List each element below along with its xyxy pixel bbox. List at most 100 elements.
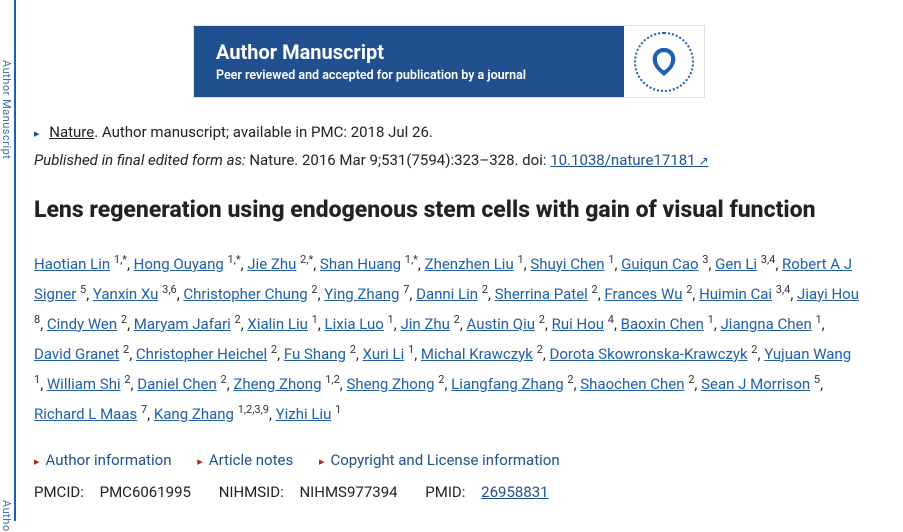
author-affil-sup: 8 (34, 313, 40, 326)
pmid-label: PMID: (425, 483, 465, 501)
author-affil-sup: 3,4 (773, 283, 790, 296)
author-link[interactable]: Richard L Maas (34, 405, 137, 423)
author-affil-sup: 2 (218, 373, 227, 386)
author-affil-sup: 5 (77, 283, 86, 296)
author-affil-sup: 4 (605, 313, 614, 326)
author-link[interactable]: Rui Hou (552, 315, 604, 333)
author-link[interactable]: Christopher Heichel (136, 345, 267, 363)
author-affil-sup: 2 (120, 343, 129, 356)
author-affil-sup: 2 (536, 313, 545, 326)
side-label-bottom: Autho (0, 500, 13, 532)
author-link[interactable]: Liangfang Zhang (451, 375, 564, 393)
author-link[interactable]: Danni Lin (416, 285, 478, 303)
published-citation: Published in final edited form as: Natur… (34, 151, 863, 169)
author-affil-sup: 3,6 (159, 283, 176, 296)
banner-title: Author Manuscript (216, 40, 602, 64)
author-affil-sup: 2 (347, 343, 356, 356)
author-link[interactable]: Hong Ouyang (134, 255, 224, 273)
pub-cite: Nature. 2016 Mar 9;531(7594):323–328. do… (246, 151, 551, 169)
journal-availability-line: ▸ Nature. Author manuscript; available i… (34, 123, 863, 141)
author-link[interactable]: Shuyi Chen (530, 255, 604, 273)
author-affil-sup: 1 (813, 313, 822, 326)
nihmsid-value: NIHMS977394 (299, 483, 397, 501)
author-affil-sup: 2,* (297, 253, 313, 266)
banner-sub: Peer reviewed and accepted for publicati… (216, 68, 602, 83)
journal-link[interactable]: Nature (49, 123, 94, 141)
article-notes-link[interactable]: Article notes (209, 451, 293, 469)
author-link[interactable]: Shan Huang (320, 255, 401, 273)
author-affil-sup: 1 (309, 313, 318, 326)
pmcid-label: PMCID: (34, 483, 84, 501)
triangle-icon: ▸ (34, 455, 40, 468)
author-affil-sup: 1 (705, 313, 714, 326)
author-link[interactable]: Cindy Wen (47, 315, 117, 333)
author-link[interactable]: Sheng Zhong (346, 375, 434, 393)
author-link[interactable]: Gen Li (715, 255, 757, 273)
author-information-link[interactable]: Author information (46, 451, 172, 469)
author-link[interactable]: Fu Shang (284, 345, 346, 363)
article-title: Lens regeneration using endogenous stem … (34, 195, 863, 225)
author-affil-sup: 1 (385, 313, 394, 326)
author-link[interactable]: Jie Zhu (247, 255, 296, 273)
author-link[interactable]: Zhenzhen Liu (425, 255, 514, 273)
side-rule (14, 0, 16, 521)
identifiers: PMCID: PMC6061995 NIHMSID: NIHMS977394 P… (34, 483, 863, 501)
author-link[interactable]: Huimin Cai (699, 285, 772, 303)
triangle-icon: ▸ (34, 127, 40, 140)
author-link[interactable]: Zheng Zhong (233, 375, 321, 393)
author-link[interactable]: Maryam Jafari (134, 315, 231, 333)
author-link[interactable]: Shaochen Chen (580, 375, 684, 393)
pmid-link[interactable]: 26958831 (481, 483, 548, 501)
author-link[interactable]: Frances Wu (604, 285, 682, 303)
author-affil-sup: 1,* (402, 253, 418, 266)
author-affil-sup: 2 (309, 283, 318, 296)
author-link[interactable]: Sean J Morrison (701, 375, 810, 393)
author-link[interactable]: Yanxin Xu (93, 285, 159, 303)
author-affil-sup: 7 (400, 283, 409, 296)
author-link[interactable]: Xialin Liu (247, 315, 308, 333)
author-affil-sup: 1 (34, 373, 40, 386)
author-list: Haotian Lin 1,*, Hong Ouyang 1,*, Jie Zh… (34, 249, 863, 429)
pub-prefix: Published in final edited form as: (34, 151, 246, 169)
author-affil-sup: 2 (232, 313, 241, 326)
author-affil-sup: 3 (700, 253, 709, 266)
author-link[interactable]: Guiqun Cao (621, 255, 698, 273)
author-link[interactable]: Jiayi Hou (797, 285, 859, 303)
author-link[interactable]: Sherrina Patel (495, 285, 588, 303)
author-affil-sup: 2 (122, 373, 131, 386)
author-link[interactable]: William Shi (47, 375, 121, 393)
hhs-seal-icon (634, 32, 694, 92)
author-link[interactable]: Yizhi Liu (276, 405, 332, 423)
author-affil-sup: 7 (138, 403, 147, 416)
author-link[interactable]: Baoxin Chen (621, 315, 704, 333)
author-link[interactable]: Jin Zhu (400, 315, 449, 333)
copyright-link[interactable]: Copyright and License information (330, 451, 559, 469)
author-affil-sup: 2 (534, 343, 543, 356)
author-link[interactable]: Lixia Luo (325, 315, 384, 333)
author-link[interactable]: Kang Zhang (154, 405, 234, 423)
author-manuscript-banner: Author Manuscript Peer reviewed and acce… (194, 26, 704, 97)
author-affil-sup: 3,4 (758, 253, 775, 266)
author-link[interactable]: Daniel Chen (137, 375, 217, 393)
author-affil-sup: 1,* (225, 253, 241, 266)
author-affil-sup: 2 (685, 373, 694, 386)
triangle-icon: ▸ (319, 455, 325, 468)
author-link[interactable]: David Granet (34, 345, 119, 363)
author-link[interactable]: Haotian Lin (34, 255, 110, 273)
author-link[interactable]: Christopher Chung (183, 285, 307, 303)
author-affil-sup: 2 (749, 343, 758, 356)
author-link[interactable]: Jiangna Chen (721, 315, 812, 333)
author-link[interactable]: Michal Krawczyk (421, 345, 533, 363)
author-link[interactable]: Ying Zhang (324, 285, 399, 303)
author-affil-sup: 1 (405, 343, 414, 356)
author-link[interactable]: Dorota Skowronska-Krawczyk (550, 345, 748, 363)
doi-link[interactable]: 10.1038/nature17181 (550, 151, 708, 169)
pmcid-value: PMC6061995 (100, 483, 191, 501)
author-affil-sup: 2 (683, 283, 692, 296)
author-affil-sup: 1,* (111, 253, 127, 266)
author-link[interactable]: Austin Qiu (467, 315, 536, 333)
author-affil-sup: 5 (811, 373, 820, 386)
author-link[interactable]: Yujuan Wang (764, 345, 851, 363)
author-link[interactable]: Xuri Li (363, 345, 405, 363)
author-affil-sup: 2 (436, 373, 445, 386)
